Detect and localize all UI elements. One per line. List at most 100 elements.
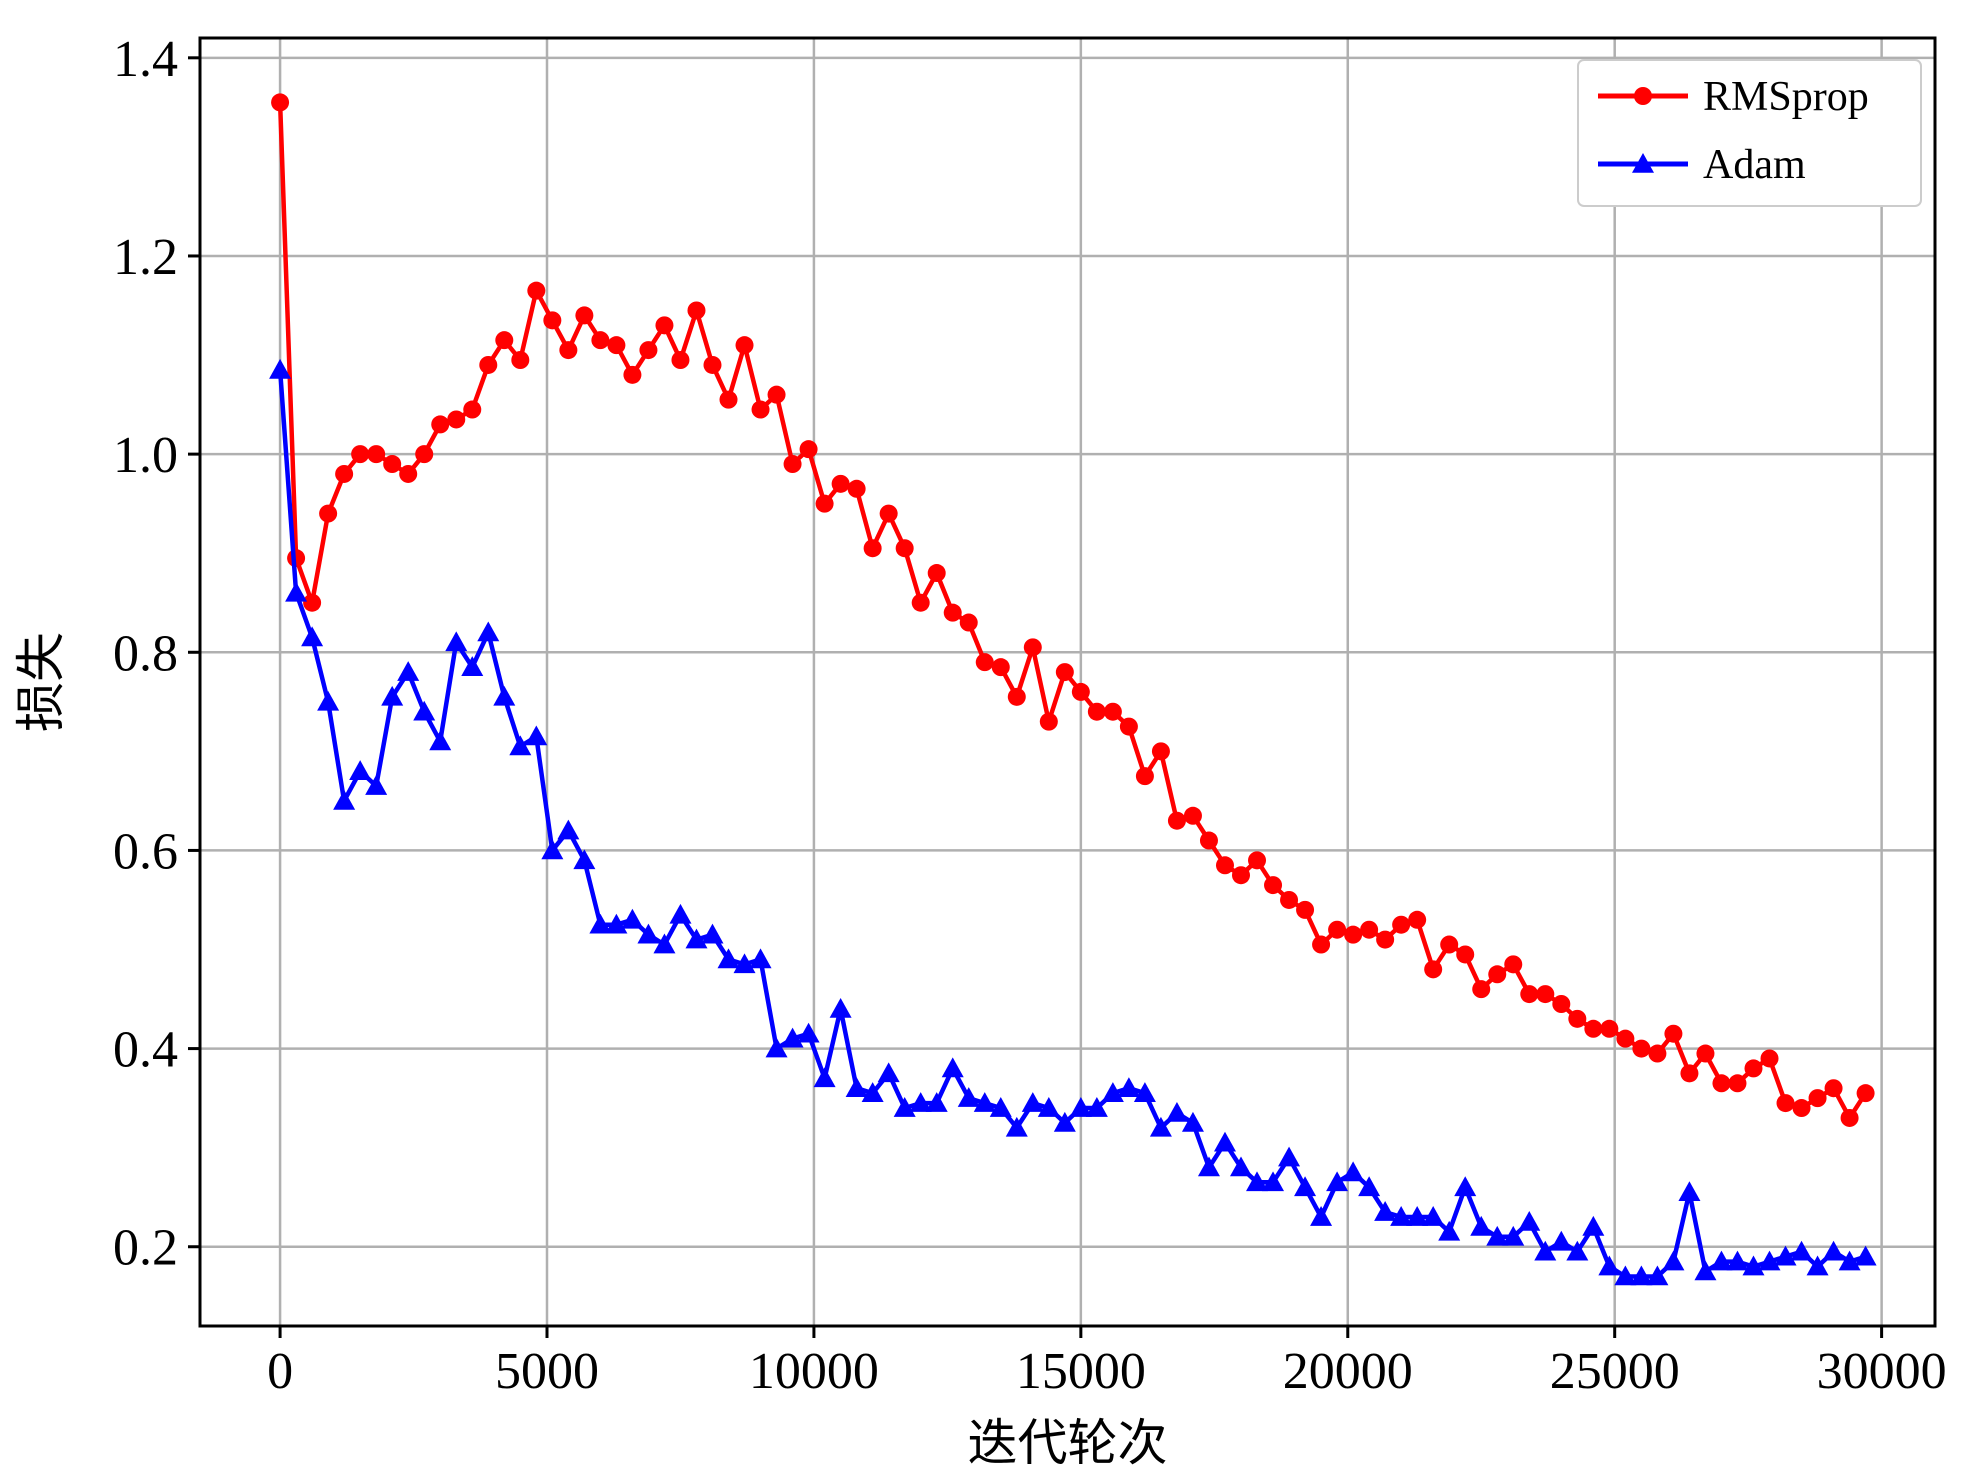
data-point <box>1424 960 1443 979</box>
legend-marker <box>1632 153 1654 173</box>
data-point <box>733 953 756 974</box>
data-point <box>879 504 898 523</box>
data-point <box>815 494 834 513</box>
data-point <box>415 445 434 464</box>
data-point <box>559 341 578 360</box>
data-point <box>1133 1082 1156 1102</box>
data-point <box>749 948 772 969</box>
data-point <box>895 539 914 558</box>
data-point <box>925 1092 948 1112</box>
y-tick-label: 0.8 <box>113 625 178 682</box>
x-tick-label: 30000 <box>1817 1343 1947 1400</box>
data-point <box>991 658 1010 677</box>
data-point <box>1294 1176 1317 1197</box>
series-rmsprop <box>271 93 1875 1127</box>
data-point <box>1117 1077 1140 1098</box>
data-point <box>621 908 644 929</box>
data-point <box>557 819 580 840</box>
x-tick-label: 15000 <box>1016 1343 1146 1400</box>
data-point <box>1167 811 1186 830</box>
data-point <box>1584 1019 1603 1038</box>
data-point <box>367 445 386 464</box>
data-point <box>1504 955 1523 974</box>
data-point <box>989 1097 1012 1117</box>
data-point <box>959 613 978 632</box>
data-point <box>1726 1250 1749 1271</box>
data-point <box>1055 663 1074 682</box>
y-tick-label: 0.4 <box>113 1022 178 1079</box>
data-point <box>781 1027 804 1048</box>
data-point <box>399 464 418 483</box>
data-point <box>269 358 292 379</box>
data-point <box>1197 1156 1220 1177</box>
data-point <box>1007 687 1026 706</box>
data-point <box>607 336 626 355</box>
data-point <box>973 1092 996 1112</box>
data-point <box>543 311 562 330</box>
data-point <box>1326 1171 1349 1192</box>
data-point <box>493 685 516 706</box>
data-point <box>1296 900 1315 919</box>
data-point <box>1085 1097 1108 1117</box>
data-point <box>509 735 532 756</box>
data-point <box>1390 1206 1413 1226</box>
data-point <box>1183 806 1202 825</box>
data-point <box>1230 1156 1252 1177</box>
data-point <box>479 355 498 374</box>
data-point <box>687 301 706 320</box>
data-point <box>1486 1225 1509 1246</box>
data-point <box>1199 831 1218 850</box>
data-point <box>943 603 962 622</box>
data-point <box>319 504 338 523</box>
data-point <box>893 1097 916 1117</box>
data-point <box>1181 1111 1204 1132</box>
data-point <box>1790 1240 1813 1261</box>
data-point <box>685 928 708 949</box>
x-tick-label: 10000 <box>749 1343 879 1400</box>
y-tick-label: 1.4 <box>113 31 178 88</box>
data-point <box>1087 702 1106 721</box>
data-point <box>333 789 356 810</box>
data-point <box>911 593 930 612</box>
data-point <box>1165 1101 1188 1122</box>
data-point <box>1149 1116 1172 1137</box>
data-point <box>301 626 324 647</box>
legend-label: Adam <box>1703 142 1806 188</box>
data-point <box>1310 1206 1333 1226</box>
data-point <box>813 1067 836 1088</box>
data-point <box>1550 1230 1573 1251</box>
data-point <box>1806 1255 1829 1276</box>
plot-frame <box>198 36 1937 1328</box>
data-point <box>397 661 420 681</box>
data-point <box>1037 1097 1060 1117</box>
data-point <box>653 933 676 954</box>
data-point <box>365 775 388 795</box>
data-point <box>351 445 370 464</box>
data-point <box>701 923 724 944</box>
data-point <box>847 479 866 498</box>
data-point <box>927 564 946 583</box>
x-tick-label: 20000 <box>1283 1343 1413 1400</box>
data-point <box>1840 1108 1859 1127</box>
data-point <box>1262 1171 1285 1192</box>
data-point <box>1119 717 1138 736</box>
data-point <box>495 331 514 350</box>
data-point <box>463 400 482 419</box>
data-point <box>669 903 692 924</box>
data-point <box>1472 980 1491 999</box>
data-point <box>1854 1245 1877 1266</box>
y-tick-label: 0.6 <box>113 823 178 880</box>
data-point <box>605 913 628 934</box>
data-point <box>1680 1064 1699 1083</box>
data-point <box>1071 682 1090 701</box>
data-point <box>1470 1215 1493 1236</box>
data-point <box>1360 920 1379 939</box>
x-tick-label: 25000 <box>1550 1343 1680 1400</box>
data-point <box>1440 935 1459 954</box>
data-point <box>1694 1260 1717 1281</box>
data-point <box>1712 1074 1731 1093</box>
data-point <box>1422 1206 1445 1226</box>
data-point <box>1374 1201 1397 1221</box>
data-point <box>1456 945 1475 964</box>
data-point <box>783 455 802 474</box>
